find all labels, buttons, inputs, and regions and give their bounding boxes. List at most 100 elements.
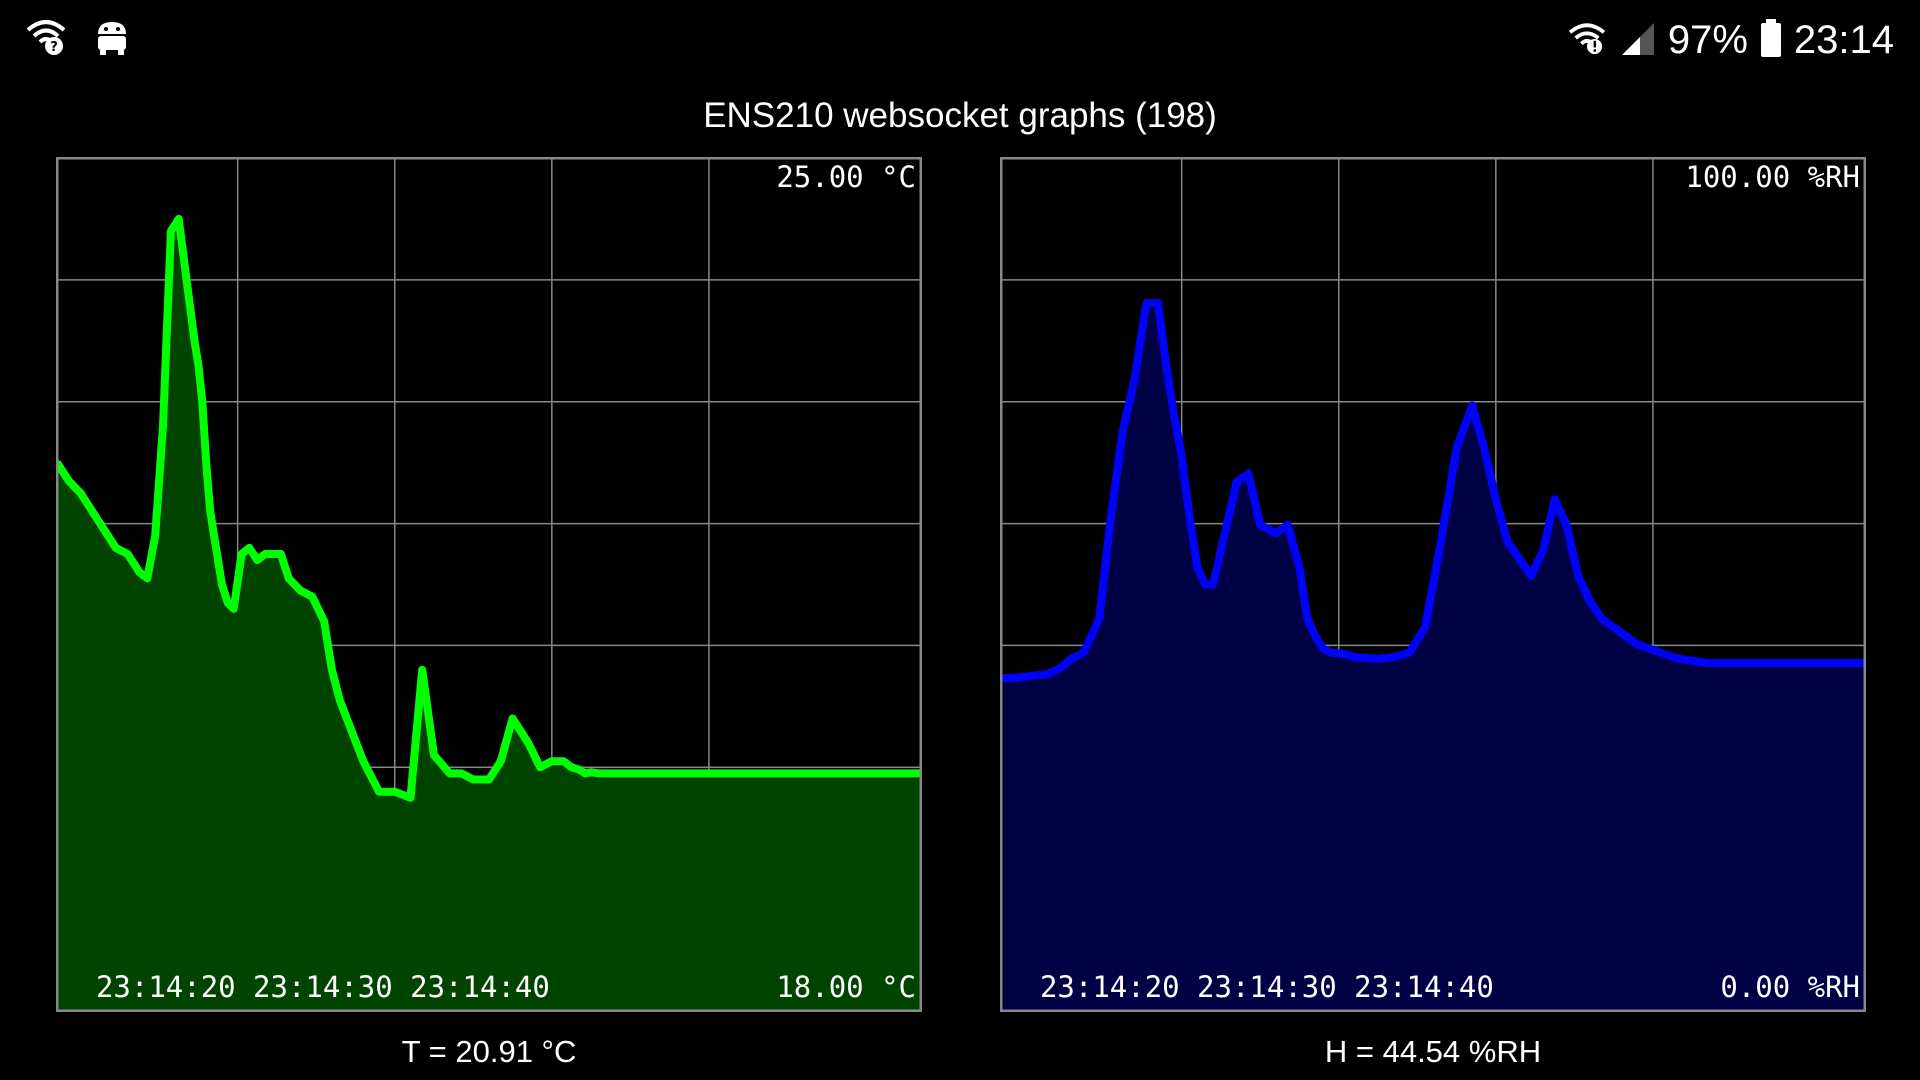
humidity-data-point [1178,453,1185,460]
battery-percentage: 97% [1667,18,1748,62]
humidity-data-point [1453,445,1460,451]
humidity-data-point [1320,645,1326,652]
humidity-chart-svg: 100.00 %RH 0.00 %RH 23:14:20 23:14:30 23:1… [1000,157,1866,1012]
temperature-data-point [627,770,634,777]
humidity-data-point [1563,521,1570,528]
temperature-data-point [568,764,575,771]
humidity-area [1001,303,1865,1011]
temperature-data-point [886,770,893,777]
battery-icon [1760,18,1782,63]
temperature-data-point [509,715,516,722]
clock: 23:14 [1793,18,1894,62]
temperature-data-point [458,770,465,777]
temperature-data-point [183,276,190,283]
temperature-data-point [662,770,669,777]
temperature-data-point [576,766,583,773]
temperature-data-point [224,599,231,606]
wifi-alert-icon [1568,21,1606,60]
temperature-data-point [639,770,646,777]
humidity-data-point [1720,660,1727,666]
temperature-data-point [321,618,328,625]
humidity-data-point [1846,660,1853,666]
humidity-data-point [1598,615,1605,622]
temperature-data-point [470,776,477,783]
temperature-data-point [705,770,712,777]
temperature-data-point [152,532,159,539]
temperature-data-point [191,337,198,344]
temperature-data-point [254,557,261,564]
humidity-data-point [1284,521,1291,528]
temperature-area [57,218,921,1011]
status-bar-right: 97% 23:14 [1568,10,1894,70]
humidity-data-point [1783,660,1790,666]
temperature-data-point [297,587,304,594]
status-bar: ? [0,0,1920,80]
humidity-data-point [1217,547,1224,554]
humidity-data-point [1170,410,1177,417]
humidity-x-tick-label: 23:14:20 [1040,970,1180,1004]
temperature-data-point [360,758,367,765]
temperature-data-point [902,770,909,777]
humidity-data-point [1119,428,1126,434]
humidity-data-point [1469,402,1476,409]
humidity-data-point [1257,521,1264,528]
temperature-data-point [160,423,166,430]
humidity-readout: H = 44.54 %RH [1324,1034,1542,1069]
signal-icon [1618,19,1656,62]
temperature-data-point [218,581,225,588]
temperature-data-point [548,758,555,765]
svg-text:?: ? [50,40,58,55]
temperature-data-point [682,770,689,777]
temperature-data-point [309,593,316,600]
temperature-x-tick-label: 23:14:40 [410,970,550,1004]
humidity-data-point [1646,645,1652,652]
temperature-min-label: 18.00 °C [776,970,916,1004]
temperature-data-point [262,551,269,557]
temperature-data-point [167,228,174,235]
temperature-data-point [615,770,622,777]
temperature-data-point [674,770,681,777]
temperature-data-point [525,739,532,746]
humidity-data-point [1045,671,1052,678]
temperature-data-point [203,459,210,466]
temperature-data-point [246,544,253,551]
humidity-data-point [1504,538,1511,545]
humidity-data-point [1143,300,1150,306]
humidity-data-point [1390,654,1397,660]
temperature-x-tick-label: 23:14:30 [253,970,393,1004]
humidity-data-point [1225,513,1232,520]
humidity-data-point [1068,655,1075,662]
wifi-help-icon: ? [26,16,66,61]
humidity-data-point [1830,660,1837,666]
humidity-data-point [1622,632,1629,639]
temperature-data-point [270,551,276,557]
humidity-data-point [1233,479,1240,486]
humidity-data-point [1551,496,1558,503]
humidity-data-point [1245,470,1252,477]
humidity-x-tick-label: 23:14:30 [1197,970,1337,1004]
temperature-data-point [717,770,724,777]
humidity-data-point [1351,654,1358,660]
humidity-max-label: 100.00 %RH [1685,160,1860,194]
temperature-readout: T = 20.91 °C [401,1034,577,1069]
humidity-data-point [1339,650,1346,657]
humidity-data-point [1327,649,1334,656]
humidity-data-point [1304,615,1311,622]
temperature-data-point [101,526,108,533]
temperature-data-point [596,770,602,777]
humidity-data-point [1736,660,1743,666]
temperature-data-point [336,697,343,704]
temperature-data-point [497,758,504,765]
temperature-data-point [207,508,214,515]
temperature-chart-border [56,157,922,1012]
humidity-data-point [1194,564,1201,571]
humidity-data-point [1029,672,1036,679]
humidity-data-point [1422,624,1429,631]
humidity-data-point [1575,573,1582,579]
temperature-data-point [211,532,218,539]
temperature-data-point [328,666,335,673]
temperature-data-point [77,490,84,497]
temperature-data-point [144,575,151,582]
temperature-data-point [776,770,783,777]
humidity-data-point [1013,674,1020,681]
